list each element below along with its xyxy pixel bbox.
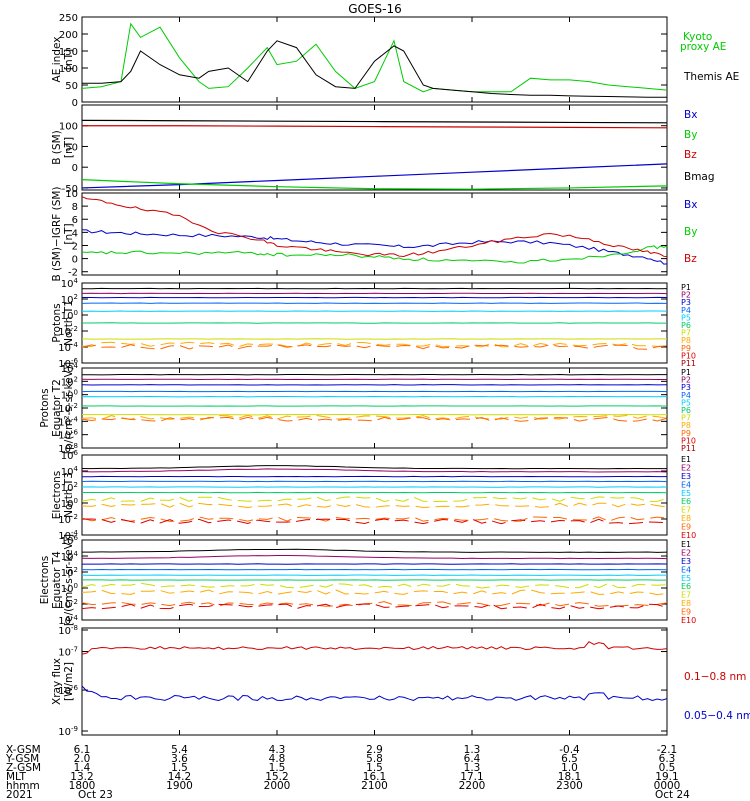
y-tick-label: 10-2: [58, 325, 78, 338]
panel-frame-8: [82, 628, 667, 735]
panel-frame-3: [82, 193, 667, 275]
panel-frame-2: [82, 105, 667, 190]
y-tick-label: 100: [59, 122, 78, 133]
y-tick-label: 100: [61, 389, 78, 402]
y-axis-label: Protons: [39, 388, 51, 427]
y-tick-label: 106: [61, 449, 79, 462]
y-tick-label: 10-6: [58, 684, 78, 697]
ae-series-kyoto: [82, 24, 667, 92]
y-tick-label: 102: [61, 481, 78, 494]
flux-series-e1: [82, 466, 667, 469]
y-tick-label: 106: [61, 534, 79, 547]
legend-label: By: [684, 226, 697, 238]
flux-series-e10: [82, 604, 667, 609]
y-tick-label: 0: [72, 163, 78, 174]
xray-series-long: [82, 642, 667, 655]
ae-series-themis: [82, 41, 667, 97]
bsm-series-bx: [82, 164, 667, 188]
y-tick-label: 10-6: [58, 429, 78, 442]
legend-label: Bz: [684, 253, 697, 265]
bsm-series-bmag: [82, 120, 667, 122]
y-tick-label: 2: [72, 241, 78, 252]
digrf-series-by: [82, 246, 667, 263]
channel-label: P11: [681, 359, 696, 368]
y-tick-label: 10-9: [58, 725, 78, 738]
legend-label: Bx: [684, 199, 697, 211]
y-axis-label: North T1: [63, 300, 75, 346]
legend-label: Bz: [684, 149, 697, 161]
y-tick-label: 0: [72, 255, 78, 266]
y-axis-label: Xray flux: [51, 658, 63, 705]
y-tick-label: 8: [72, 202, 78, 213]
y-tick-label: 104: [61, 362, 79, 375]
y-tick-label: 50: [65, 142, 78, 153]
legend-label: By: [684, 129, 697, 141]
y-tick-label: 10-2: [58, 513, 78, 526]
y-tick-label: 6: [72, 215, 78, 226]
y-tick-label: 150: [59, 47, 78, 58]
y-axis-label: [e/(cm²-s-sr-keV)]: [63, 534, 75, 626]
digrf-series-bz: [82, 197, 667, 257]
y-tick-label: 200: [59, 30, 78, 41]
y-tick-label: 102: [61, 293, 78, 306]
panel-frame-5: [82, 368, 667, 448]
legend-label: 0.05−0.4 nm: [684, 710, 750, 722]
y-tick-label: 104: [61, 465, 79, 478]
y-tick-label: 4: [72, 228, 78, 239]
ephemeris-row: 2021 Oct 23 Oct 24: [0, 790, 750, 801]
channel-label: E10: [681, 531, 696, 540]
flux-series-e2: [82, 469, 667, 472]
y-tick-label: 10-2: [58, 402, 78, 415]
flux-series-e1: [82, 549, 667, 552]
flux-series-e8: [82, 503, 667, 507]
y-tick-label: 100: [59, 64, 78, 75]
y-tick-label: 10-4: [58, 341, 78, 354]
legend-label: 0.1−0.8 nm: [684, 671, 746, 683]
plot-canvas: GOES-16 AE index[nT]B (SM)[nT]B (SM)−IGR…: [0, 0, 750, 745]
y-tick-label: 10-4: [58, 415, 78, 428]
legend-label: Bmag: [684, 171, 715, 183]
bsm-series-bz: [82, 126, 667, 128]
flux-series-e9: [82, 602, 667, 607]
xray-series-short: [82, 686, 667, 700]
y-axis-label: Electrons: [51, 471, 63, 520]
ephemeris-cell: Oct 24: [655, 790, 690, 801]
y-axis-label: B (SM): [51, 130, 63, 164]
y-axis-label: Electrons: [39, 556, 51, 605]
y-tick-label: 10-8: [58, 624, 78, 637]
legend-label: Bx: [684, 109, 697, 121]
y-tick-label: 50: [65, 81, 78, 92]
panel-frame-6: [82, 455, 667, 535]
y-axis-label: B (SM)−IGRF (SM): [51, 186, 63, 281]
channel-label: P11: [681, 444, 696, 453]
y-axis-label: AE index: [51, 37, 63, 83]
y-tick-label: 250: [59, 13, 78, 24]
plot-title: GOES-16: [348, 2, 402, 16]
y-tick-label: 104: [61, 550, 79, 563]
channel-label: E10: [681, 616, 696, 625]
ephemeris-row-label: 2021: [6, 790, 33, 801]
ephemeris-cell: Oct 23: [78, 790, 113, 801]
y-tick-label: 104: [61, 277, 79, 290]
flux-series-e2: [82, 556, 667, 559]
y-tick-label: 100: [61, 309, 78, 322]
y-tick-label: 10: [65, 189, 78, 200]
y-tick-label: 100: [61, 582, 78, 595]
y-tick-label: 102: [61, 375, 78, 388]
legend-label: proxy AE: [680, 41, 726, 53]
y-tick-label: 10-7: [58, 646, 78, 659]
y-tick-label: 10-2: [58, 598, 78, 611]
flux-series-e7: [82, 497, 667, 502]
y-axis-label: North T3: [63, 472, 75, 518]
y-tick-label: 100: [61, 497, 78, 510]
legend-label: Themis AE: [683, 71, 739, 83]
flux-series-e7: [82, 583, 667, 588]
flux-series-e8: [82, 590, 667, 595]
y-tick-label: 0: [72, 98, 78, 109]
y-tick-label: 102: [61, 566, 78, 579]
panel-frame-1: [82, 17, 667, 102]
